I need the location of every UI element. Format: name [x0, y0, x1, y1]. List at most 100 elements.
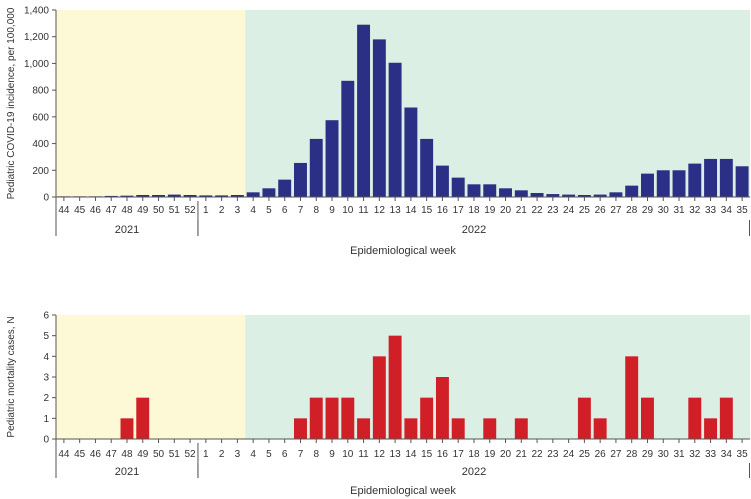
mortality-bar-week-11: [357, 418, 371, 439]
incidence-x-tick-label: 49: [137, 205, 149, 216]
incidence-bar-week-2: [215, 195, 229, 197]
incidence-x-tick-label: 5: [266, 205, 272, 216]
mortality-bar-week-7: [294, 418, 307, 439]
mortality-x-tick-label: 17: [453, 449, 465, 460]
incidence-bar-week-47: [104, 195, 118, 197]
incidence-x-tick-label: 31: [673, 205, 685, 216]
incidence-x-tick-label: 4: [250, 205, 256, 216]
incidence-bar-week-48: [120, 195, 134, 197]
mortality-x-tick-label: 19: [484, 449, 496, 460]
mortality-bar-week-14: [404, 418, 418, 439]
mortality-x-tick-label: 10: [342, 449, 354, 460]
mortality-x-tick-label: 52: [185, 449, 197, 460]
mortality-x-tick-label: 3: [235, 449, 241, 460]
mortality-x-tick-label: 20: [500, 449, 512, 460]
mortality-x-tick-label: 6: [282, 449, 288, 460]
mortality-bar-week-10: [341, 397, 355, 439]
incidence-bar-week-7: [294, 162, 307, 197]
incidence-y-tick-label: 1,000: [24, 59, 49, 70]
incidence-bar-week-18: [467, 184, 481, 197]
incidence-bar-week-9: [325, 120, 339, 197]
mortality-year-label-2022: 2022: [462, 466, 486, 478]
mortality-bar-week-13: [388, 335, 402, 439]
mortality-x-tick-label: 25: [579, 449, 591, 460]
mortality-x-tick-label: 26: [595, 449, 607, 460]
mortality-x-tick-label: 5: [266, 449, 272, 460]
incidence-y-tick-label: 0: [43, 193, 49, 204]
incidence-bar-week-51: [167, 194, 181, 197]
mortality-shading-region-0: [56, 315, 246, 439]
incidence-x-tick-label: 50: [153, 205, 165, 216]
incidence-x-tick-label: 19: [484, 205, 496, 216]
incidence-x-tick-label: 6: [282, 205, 288, 216]
mortality-y-tick-label: 4: [43, 352, 49, 363]
mortality-x-tick-label: 27: [610, 449, 622, 460]
mortality-x-tick-label: 15: [421, 449, 433, 460]
incidence-x-tick-label: 25: [579, 205, 591, 216]
mortality-bar-week-26: [593, 418, 607, 439]
mortality-x-tick-label: 24: [563, 449, 575, 460]
incidence-bar-week-27: [609, 192, 623, 197]
mortality-x-tick-label: 48: [121, 449, 133, 460]
incidence-x-tick-label: 45: [74, 205, 86, 216]
incidence-bar-week-21: [514, 190, 528, 197]
mortality-bar-week-21: [514, 418, 528, 439]
mortality-bar-week-33: [704, 418, 718, 439]
mortality-x-tick-label: 4: [250, 449, 256, 460]
mortality-bar-week-48: [120, 418, 134, 439]
incidence-x-tick-label: 27: [610, 205, 622, 216]
mortality-bar-week-28: [625, 356, 639, 439]
mortality-y-tick-label: 0: [43, 435, 49, 446]
incidence-y-tick-label: 1,400: [24, 6, 49, 17]
incidence-bar-week-31: [672, 170, 686, 197]
mortality-y-tick-label: 3: [43, 373, 49, 384]
mortality-x-axis-label: Epidemiological week: [350, 485, 456, 497]
mortality-x-tick-label: 28: [626, 449, 638, 460]
mortality-x-tick-label: 31: [673, 449, 685, 460]
mortality-x-tick-label: 35: [737, 449, 749, 460]
incidence-y-tick-label: 1,200: [24, 32, 49, 43]
incidence-y-axis-label: Pediatric COVID-19 incidence, per 100,00…: [6, 7, 17, 199]
mortality-bar-week-12: [372, 356, 386, 439]
mortality-bar-week-34: [719, 397, 733, 439]
mortality-bar-week-29: [641, 397, 654, 439]
incidence-bar-week-52: [183, 194, 197, 197]
incidence-bar-week-17: [451, 177, 465, 197]
incidence-x-tick-label: 11: [358, 205, 369, 216]
incidence-bar-week-4: [246, 192, 260, 197]
incidence-x-tick-label: 13: [390, 205, 402, 216]
incidence-y-tick-label: 800: [32, 86, 49, 97]
incidence-x-tick-label: 34: [721, 205, 733, 216]
incidence-bar-week-30: [656, 170, 670, 197]
mortality-y-tick-label: 5: [43, 331, 49, 342]
mortality-x-tick-label: 14: [405, 449, 417, 460]
incidence-x-tick-label: 14: [405, 205, 417, 216]
incidence-x-tick-label: 22: [532, 205, 544, 216]
incidence-bar-week-6: [278, 179, 292, 197]
incidence-x-tick-label: 18: [468, 205, 480, 216]
mortality-bar-week-15: [420, 397, 434, 439]
incidence-bar-week-50: [152, 194, 165, 197]
incidence-bar-week-24: [562, 194, 576, 197]
incidence-year-label-2022: 2022: [462, 224, 486, 236]
incidence-bar-week-16: [435, 165, 449, 197]
incidence-bar-week-8: [309, 138, 323, 197]
incidence-y-tick-label: 600: [32, 112, 49, 123]
incidence-bar-week-23: [546, 194, 560, 197]
mortality-bar-week-9: [325, 397, 339, 439]
mortality-x-tick-label: 21: [516, 449, 528, 460]
incidence-x-tick-label: 21: [516, 205, 528, 216]
incidence-x-tick-label: 44: [58, 205, 70, 216]
incidence-x-tick-label: 26: [595, 205, 607, 216]
mortality-bar-week-25: [577, 397, 591, 439]
incidence-bar-week-32: [688, 163, 702, 197]
mortality-x-tick-label: 46: [90, 449, 102, 460]
mortality-x-tick-label: 33: [705, 449, 717, 460]
incidence-x-tick-label: 47: [106, 205, 118, 216]
mortality-x-tick-label: 34: [721, 449, 733, 460]
incidence-x-tick-label: 17: [453, 205, 465, 216]
mortality-x-tick-label: 1: [203, 449, 209, 460]
mortality-x-tick-label: 30: [658, 449, 670, 460]
mortality-x-tick-label: 9: [329, 449, 335, 460]
